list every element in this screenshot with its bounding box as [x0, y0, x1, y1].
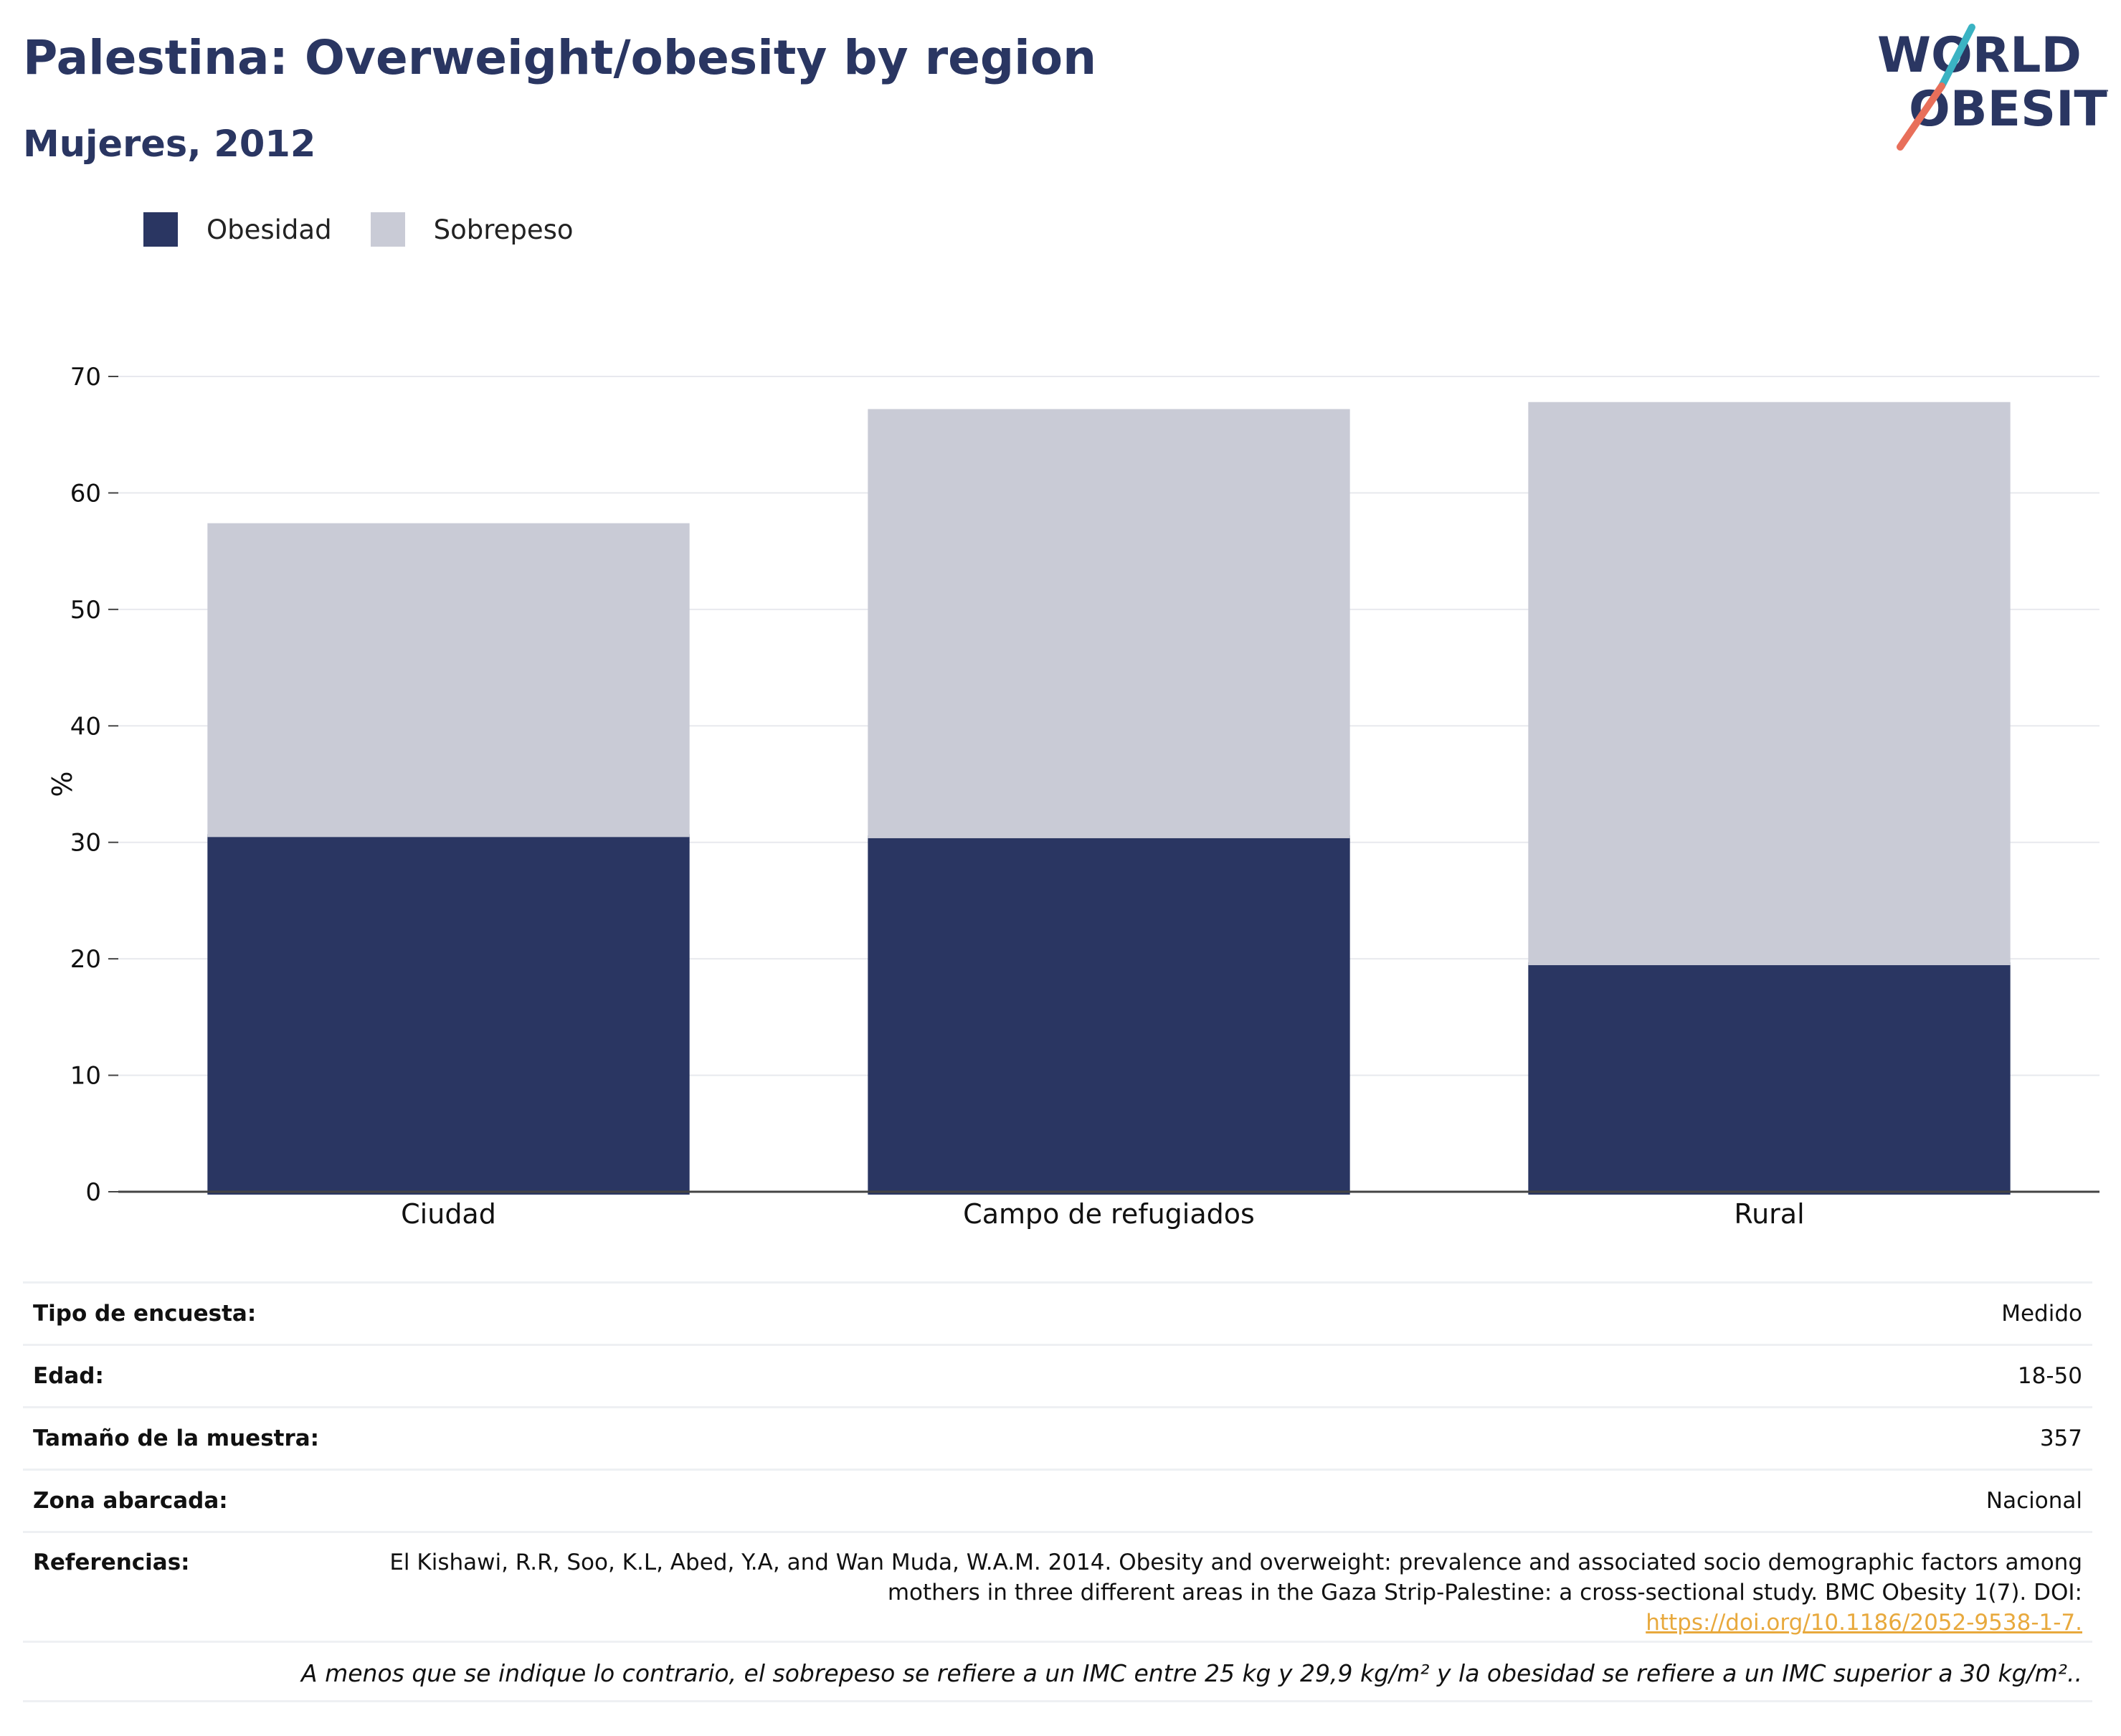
bar-obesidad-campo-de-refugiados	[868, 835, 1350, 1195]
age-label: Edad:	[33, 1363, 104, 1389]
references-label: Referencias:	[33, 1550, 190, 1575]
info-row-sample-size: Tamaño de la muestra: 357	[23, 1407, 2092, 1470]
chart-title: Palestina: Overweight/obesity by region	[23, 30, 1097, 85]
y-tick-label-40: 40	[70, 712, 101, 741]
chart-subtitle: Mujeres, 2012	[23, 123, 316, 166]
x-tick-label-campo-de-refugiados: Campo de refugiados	[963, 1198, 1255, 1230]
logo-slash-coral	[1897, 82, 1945, 151]
legend-label-sobrepeso: Sobrepeso	[433, 214, 574, 245]
info-row-survey-type: Tipo de encuesta: Medido	[23, 1282, 2092, 1345]
x-tick-label-rural: Rural	[1734, 1198, 1804, 1230]
y-tick-label-20: 20	[70, 945, 101, 974]
y-tick-label-0: 0	[85, 1178, 101, 1207]
info-row-references: Referencias: El Kishawi, R.R, Soo, K.L, …	[23, 1532, 2092, 1651]
legend-item-obesidad[interactable]: Obesidad	[143, 212, 332, 247]
doi-link[interactable]: https://doi.org/10.1186/2052-9538-1-7.	[1646, 1610, 2082, 1636]
world-obesity-logo[interactable]: WORLD OBESITY	[1871, 22, 2108, 154]
survey-type-value: Medido	[2001, 1301, 2082, 1327]
area-value: Nacional	[1985, 1488, 2082, 1514]
chart-legend: Obesidad Sobrepeso	[143, 212, 612, 247]
area-label: Zona abarcada:	[33, 1488, 228, 1514]
survey-type-label: Tipo de encuesta:	[33, 1301, 257, 1327]
bar-sobrepeso-ciudad	[207, 523, 690, 838]
survey-info-table: Tipo de encuesta: Medido Edad: 18-50 Tam…	[23, 1281, 2092, 1651]
y-tick-label-10: 10	[70, 1062, 101, 1091]
y-axis-label: %	[45, 771, 77, 797]
y-tick-label-70: 70	[70, 363, 101, 392]
bar-obesidad-ciudad	[207, 834, 690, 1195]
references-text: El Kishawi, R.R, Soo, K.L, Abed, Y.A, an…	[389, 1550, 2082, 1605]
legend-swatch-obesidad	[143, 212, 178, 247]
y-tick-label-30: 30	[70, 829, 101, 858]
y-tick-label-60: 60	[70, 479, 101, 508]
info-row-age: Edad: 18-50	[23, 1344, 2092, 1408]
info-row-area: Zona abarcada: Nacional	[23, 1469, 2092, 1532]
sample-size-value: 357	[2039, 1426, 2082, 1451]
logo-slash-teal	[1938, 24, 1975, 90]
logo-line1: WORLD	[1877, 27, 2082, 84]
bar-sobrepeso-campo-de-refugiados	[868, 409, 1350, 838]
x-tick-label-ciudad: Ciudad	[401, 1198, 496, 1230]
age-value: 18-50	[2017, 1363, 2082, 1389]
legend-swatch-sobrepeso	[370, 212, 405, 247]
legend-item-sobrepeso[interactable]: Sobrepeso	[370, 212, 574, 247]
stacked-bar-chart: 0 10 20 30 40 50 60 70% Ciudad Campo de refugiado…	[45, 363, 2099, 1230]
footnote: A menos que se indique lo contrario, el …	[23, 1641, 2092, 1702]
y-tick-label-50: 50	[70, 596, 101, 625]
bar-sobrepeso-rural	[1528, 402, 2011, 966]
sample-size-label: Tamaño de la muestra:	[33, 1426, 320, 1451]
references-value: El Kishawi, R.R, Soo, K.L, Abed, Y.A, an…	[329, 1532, 2092, 1651]
world-obesity-logo-graphic: WORLD OBESITY	[1877, 24, 2108, 151]
legend-label-obesidad: Obesidad	[207, 214, 332, 245]
bar-obesidad-rural	[1528, 962, 2011, 1195]
